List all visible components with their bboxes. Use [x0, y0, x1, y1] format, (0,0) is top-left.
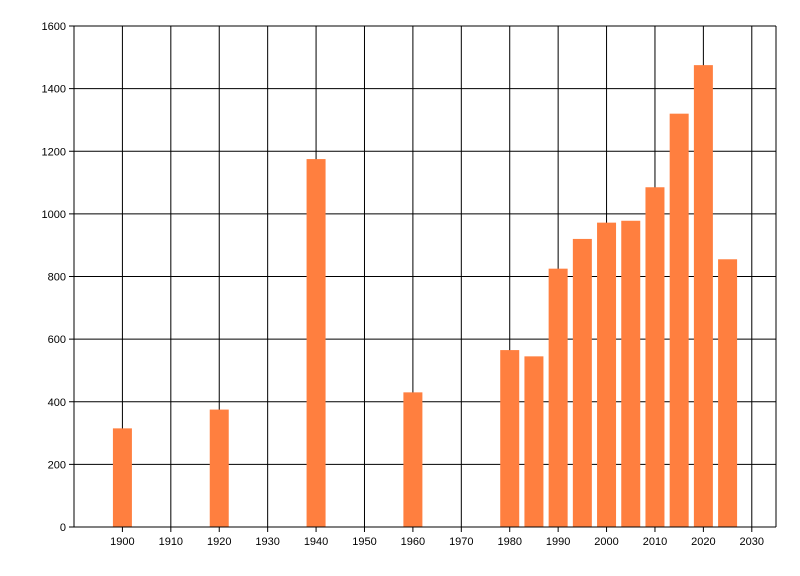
y-axis-ticks: 0 200 400 600 800 1000 1200 1400 1600 — [42, 21, 74, 534]
bar-2025 — [718, 259, 738, 527]
x-tick-label: 1900 — [110, 536, 134, 548]
bar-1990 — [548, 268, 568, 527]
bar-2005 — [621, 220, 641, 528]
y-tick-label: 1600 — [42, 21, 66, 33]
y-tick-label: 1400 — [42, 84, 66, 96]
y-tick-label: 0 — [60, 522, 66, 534]
bar-2015 — [669, 113, 689, 528]
x-tick-label: 1950 — [352, 536, 376, 548]
x-tick-label: 1920 — [207, 536, 231, 548]
x-tick-label: 1940 — [304, 536, 328, 548]
bar-1960 — [403, 392, 423, 527]
y-tick-label: 1000 — [42, 209, 66, 221]
bar-1940 — [306, 159, 326, 527]
bar-1980 — [500, 350, 520, 527]
y-tick-label: 400 — [48, 397, 66, 409]
x-tick-label: 2020 — [691, 536, 715, 548]
bar-1920 — [209, 409, 229, 527]
y-tick-label: 600 — [48, 334, 66, 346]
x-tick-label: 2010 — [643, 536, 667, 548]
bar-2020 — [693, 65, 713, 527]
bars — [112, 65, 738, 528]
x-tick-label: 1910 — [159, 536, 183, 548]
x-tick-label: 2030 — [740, 536, 764, 548]
x-tick-label: 1980 — [497, 536, 521, 548]
x-tick-label: 2000 — [594, 536, 618, 548]
bar-2010 — [645, 187, 665, 527]
bar-1985 — [524, 356, 544, 527]
x-tick-label: 1990 — [546, 536, 570, 548]
x-tick-label: 1970 — [449, 536, 473, 548]
y-tick-label: 200 — [48, 459, 66, 471]
x-tick-label: 1930 — [255, 536, 279, 548]
bar-1995 — [572, 238, 592, 528]
y-tick-label: 800 — [48, 272, 66, 284]
bar-2000 — [597, 222, 617, 527]
x-tick-label: 1960 — [401, 536, 425, 548]
bar-1900 — [112, 428, 132, 527]
x-axis-ticks: 1900 1910 1920 1930 1940 1950 1960 1970 1980 1990… — [110, 527, 764, 548]
y-tick-label: 1200 — [42, 146, 66, 158]
